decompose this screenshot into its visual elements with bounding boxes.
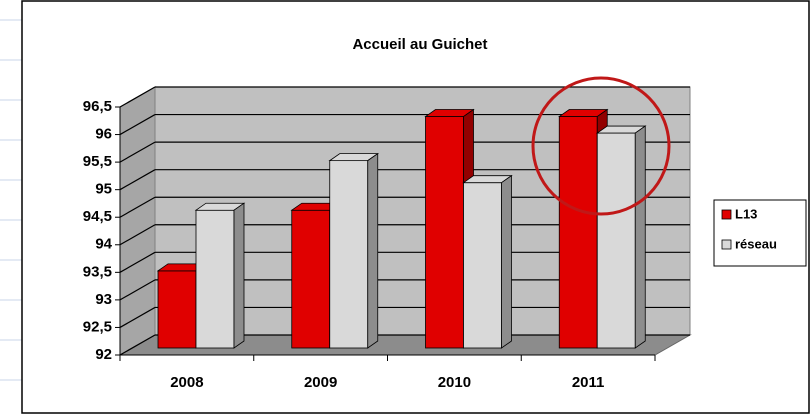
bar — [425, 116, 464, 349]
bar — [157, 270, 197, 349]
grid-line-side — [119, 196, 156, 218]
grid-line-side — [119, 169, 156, 191]
y-tick-label: 92,5 — [83, 318, 112, 335]
bar — [596, 132, 636, 349]
y-tick-label: 94 — [95, 236, 112, 253]
sheet-grid — [0, 19, 22, 381]
chart-title: Accueil au Guichet — [352, 36, 487, 53]
bar-side — [634, 125, 646, 349]
legend-swatch — [721, 209, 732, 220]
x-tick-label: 2011 — [572, 374, 605, 391]
y-tick-label: 92 — [95, 346, 112, 363]
grid-line-side — [119, 251, 156, 273]
legend-label: réseau — [735, 236, 777, 251]
plot-area: 92 92,5 93 93,5 94 94,5 95 95,5 96 96,5 2008 2009 20… — [83, 86, 692, 391]
y-tick-label: 95 — [95, 181, 112, 198]
bar — [329, 160, 369, 349]
bar — [558, 116, 598, 349]
grid-line-side — [119, 86, 156, 108]
bar — [195, 209, 235, 349]
y-tick-label: 95,5 — [83, 153, 112, 170]
grid-line-side — [119, 334, 156, 356]
grid-line-side — [119, 141, 156, 163]
legend-label: L13 — [735, 206, 757, 221]
y-tick-label: 94,5 — [83, 208, 112, 225]
bar-side — [501, 174, 512, 349]
bar — [291, 209, 331, 349]
bar — [463, 182, 502, 349]
grid-line-side — [119, 306, 156, 328]
legend-swatch — [721, 239, 732, 250]
legend-items: L13 réseau — [721, 206, 777, 251]
x-tick-label: 2010 — [438, 374, 471, 391]
x-tick-label: 2009 — [304, 374, 337, 391]
highlight-circle — [531, 76, 671, 216]
y-tick-label: 93,5 — [83, 263, 112, 280]
bar-side — [233, 202, 245, 349]
bar-side — [367, 152, 379, 349]
y-tick-label: 96 — [95, 126, 112, 143]
y-tick-label: 96,5 — [83, 98, 112, 115]
grid-line-side — [119, 114, 156, 136]
grid-line-side — [119, 224, 156, 246]
side-wall — [119, 86, 156, 356]
y-tick-label: 93 — [95, 291, 112, 308]
x-tick-label: 2008 — [170, 374, 203, 391]
grid-line-side — [119, 279, 156, 301]
